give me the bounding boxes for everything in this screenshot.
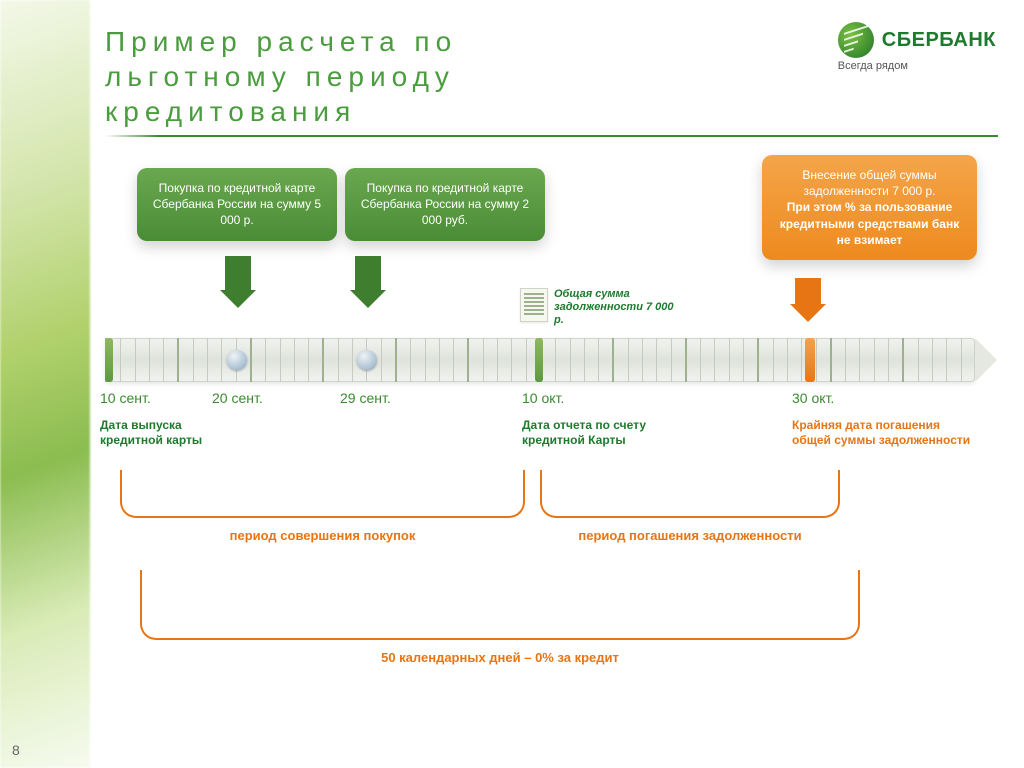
decorative-sidebar (0, 0, 90, 768)
brace-repay-period (540, 470, 840, 518)
timeline-deadline-marker (805, 338, 815, 382)
callout-payment: Внесение общей суммы задолженности 7 000… (762, 155, 977, 260)
arrow-down-icon (350, 256, 386, 308)
brace-label: период погашения задолженности (540, 528, 840, 543)
callout-purchase-2: Покупка по кредитной карте Сбербанка Рос… (345, 168, 545, 241)
callout-text-bold: При этом % за пользование кредитными сре… (780, 200, 959, 246)
date-label: 10 сент. (100, 390, 151, 406)
timeline-ruler (105, 338, 975, 382)
timeline-event-marker (227, 350, 247, 370)
document-icon (520, 288, 548, 322)
slide: Пример расчета по льготному периоду кред… (0, 0, 1024, 768)
arrow-down-icon (220, 256, 256, 308)
timeline-separator (105, 338, 113, 382)
header-rule (105, 135, 998, 137)
arrow-down-icon (790, 278, 826, 322)
timeline-event-marker (357, 350, 377, 370)
logo-icon (838, 22, 874, 58)
date-sublabel: Дата отчета по счету кредитной Карты (522, 418, 672, 448)
logo-tagline: Всегда рядом (838, 60, 996, 72)
date-sublabel: Крайняя дата погашения общей суммы задол… (792, 418, 972, 448)
brace-label: период совершения покупок (120, 528, 525, 543)
callout-text: Внесение общей суммы задолженности 7 000… (802, 168, 936, 198)
page-title: Пример расчета по льготному периоду кред… (105, 24, 625, 129)
brace-label: 50 календарных дней – 0% за кредит (140, 650, 860, 665)
logo: СБЕРБАНК Всегда рядом (838, 22, 996, 72)
date-label: 10 окт. (522, 390, 564, 406)
callout-purchase-1: Покупка по кредитной карте Сбербанка Рос… (137, 168, 337, 241)
brace-purchase-period (120, 470, 525, 518)
logo-text: СБЕРБАНК (882, 29, 996, 52)
note-label: Общая сумма задолженности 7 000 р. (554, 288, 674, 328)
callout-text: Покупка по кредитной карте Сбербанка Рос… (361, 181, 529, 227)
callout-text: Покупка по кредитной карте Сбербанка Рос… (153, 181, 321, 227)
timeline-separator (535, 338, 543, 382)
date-label: 29 сент. (340, 390, 391, 406)
brace-total-period (140, 570, 860, 640)
date-label: 20 сент. (212, 390, 263, 406)
date-label: 30 окт. (792, 390, 834, 406)
date-sublabel: Дата выпуска кредитной карты (100, 418, 240, 448)
page-number: 8 (12, 742, 20, 758)
